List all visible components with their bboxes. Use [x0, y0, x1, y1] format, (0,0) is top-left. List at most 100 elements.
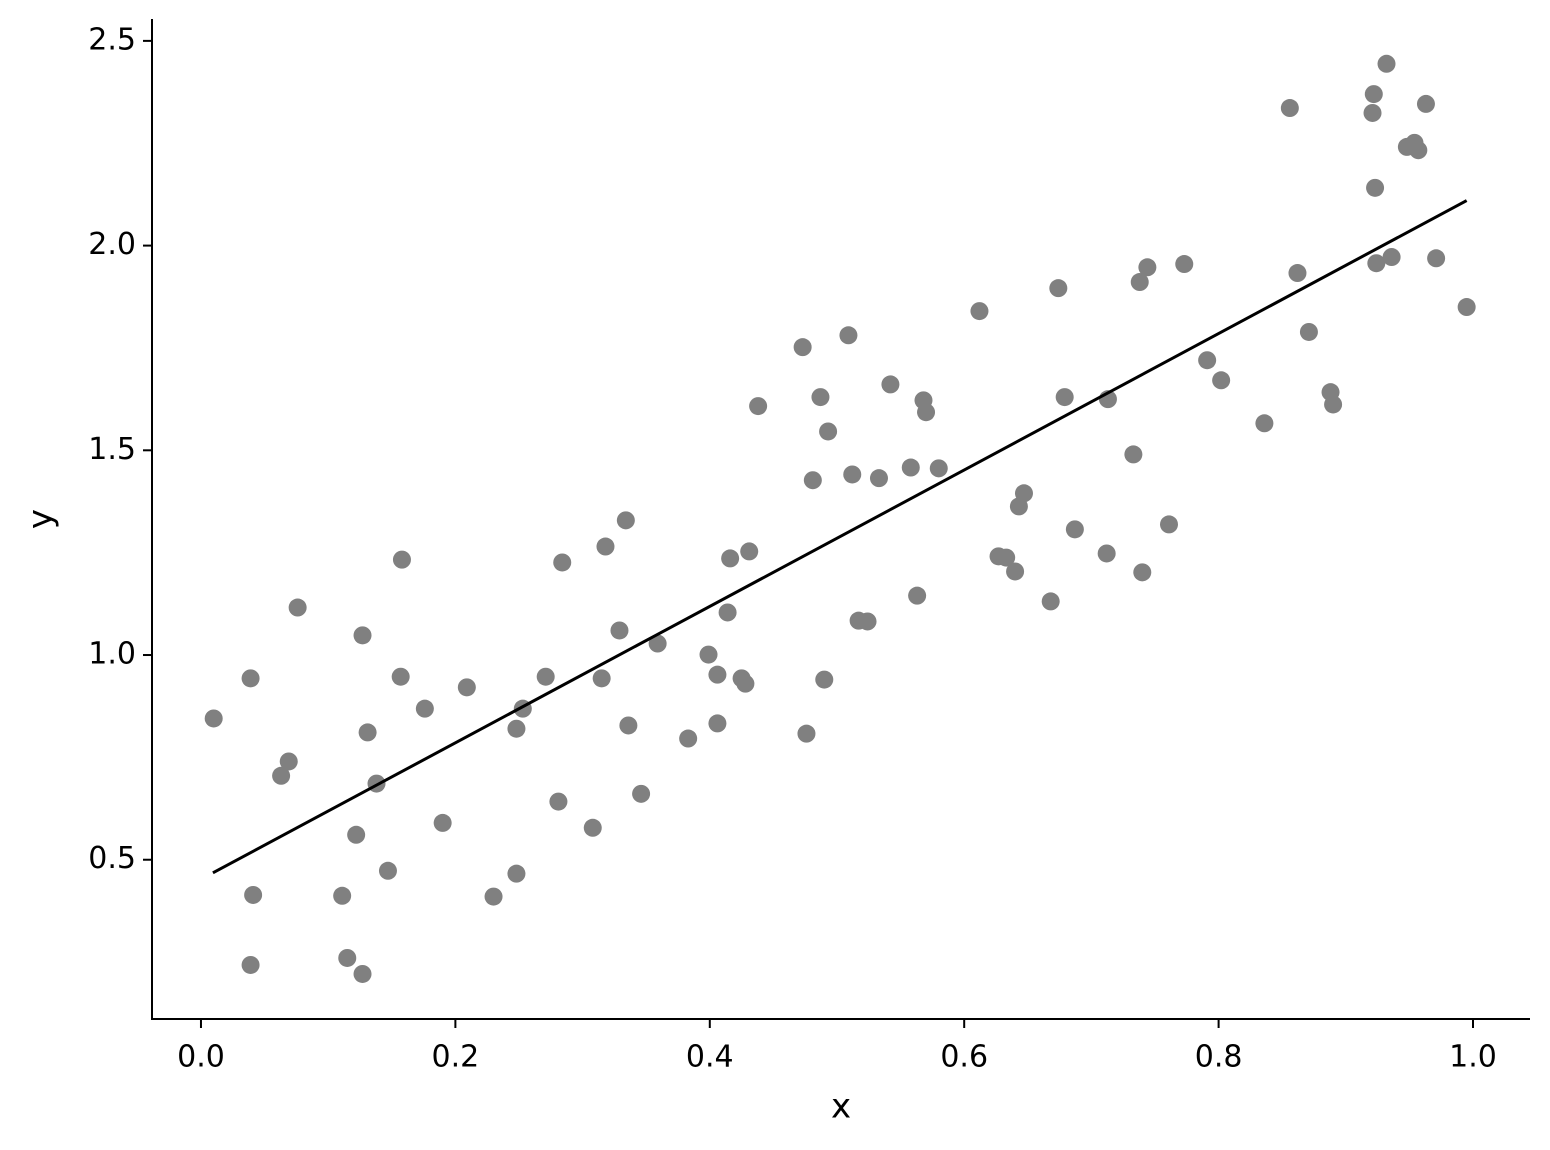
point [718, 603, 737, 622]
point [338, 948, 357, 967]
point [204, 709, 223, 728]
point [358, 723, 377, 742]
point [507, 864, 526, 883]
point [592, 669, 611, 688]
point [1364, 85, 1383, 104]
point [616, 511, 635, 530]
y-tick-label: 1.0 [88, 637, 136, 672]
point [858, 612, 877, 631]
point [353, 626, 372, 645]
point [869, 469, 888, 488]
point [1198, 351, 1217, 370]
point [378, 861, 397, 880]
point [749, 397, 768, 416]
point [803, 471, 822, 490]
point [708, 714, 727, 733]
point [839, 326, 858, 345]
point [1457, 298, 1476, 317]
point [1377, 54, 1396, 73]
point [1280, 99, 1299, 118]
point [536, 667, 555, 686]
point [1416, 94, 1435, 113]
point [272, 766, 291, 785]
point [1363, 103, 1382, 122]
point [1159, 515, 1178, 534]
point [1138, 258, 1157, 277]
point [288, 598, 307, 617]
point [721, 549, 740, 568]
point [507, 719, 526, 738]
point [619, 716, 638, 735]
point [815, 670, 834, 689]
point [793, 338, 812, 357]
x-tick-label: 0.8 [1195, 1040, 1243, 1075]
x-tick-label: 0.6 [940, 1040, 988, 1075]
point [881, 375, 900, 394]
point [1409, 141, 1428, 160]
point [347, 825, 366, 844]
point [699, 645, 718, 664]
x-tick-label: 0.4 [686, 1040, 734, 1075]
point [1427, 249, 1446, 268]
point [843, 465, 862, 484]
point [908, 586, 927, 605]
point [1133, 563, 1152, 582]
point [392, 550, 411, 569]
point [1130, 273, 1149, 292]
point [708, 665, 727, 684]
point [970, 302, 989, 321]
point [333, 886, 352, 905]
point [1382, 248, 1401, 267]
point [1006, 562, 1025, 581]
point [1255, 414, 1274, 433]
y-tick-label: 2.0 [88, 227, 136, 262]
point [241, 955, 260, 974]
point [632, 784, 651, 803]
point [679, 729, 698, 748]
point [997, 548, 1016, 567]
point [797, 724, 816, 743]
point [1288, 264, 1307, 283]
x-tick-label: 0.0 [177, 1040, 225, 1075]
point [415, 699, 434, 718]
point [596, 537, 615, 556]
point [811, 388, 830, 407]
point [457, 678, 476, 697]
point [244, 885, 263, 904]
point [279, 752, 298, 771]
point [1324, 395, 1343, 414]
point [1097, 544, 1116, 563]
point [1065, 520, 1084, 539]
point [1175, 255, 1194, 274]
point [819, 422, 838, 441]
y-tick-label: 1.5 [88, 432, 136, 467]
point [1367, 254, 1386, 273]
point [1055, 388, 1074, 407]
point [1041, 592, 1060, 611]
point [484, 887, 503, 906]
x-tick-label: 0.2 [432, 1040, 480, 1075]
y-axis-label: y [21, 509, 61, 529]
point [1014, 484, 1033, 503]
point [648, 634, 667, 653]
point [736, 674, 755, 693]
point [433, 813, 452, 832]
fit-line [212, 199, 1468, 875]
x-tick-label: 1.0 [1449, 1040, 1497, 1075]
point [583, 818, 602, 837]
point [1124, 445, 1143, 464]
point [610, 621, 629, 640]
point [1366, 178, 1385, 197]
point [917, 403, 936, 422]
point [740, 542, 759, 561]
point [901, 458, 920, 477]
point [1299, 322, 1318, 341]
point [391, 667, 410, 686]
y-tick-label: 0.5 [88, 841, 136, 876]
point [1049, 279, 1068, 298]
point [553, 553, 572, 572]
point [241, 669, 260, 688]
point [1212, 371, 1231, 390]
